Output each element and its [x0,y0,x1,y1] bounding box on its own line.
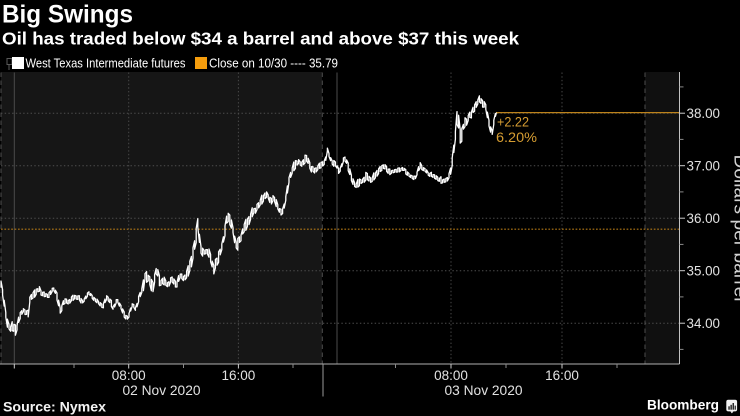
svg-text:08:00: 08:00 [434,368,468,383]
svg-text:+2.22: +2.22 [497,115,529,130]
svg-text:6.20%: 6.20% [496,130,537,145]
svg-text:Close on 10/30 ---- 35.79: Close on 10/30 ---- 35.79 [209,57,338,71]
svg-text:37.00: 37.00 [687,159,721,174]
svg-text:08:00: 08:00 [112,368,146,383]
svg-text:36.00: 36.00 [687,211,721,226]
svg-text:02 Nov 2020: 02 Nov 2020 [123,383,201,398]
svg-text:16:00: 16:00 [545,368,579,383]
svg-text:03 Nov 2020: 03 Nov 2020 [445,383,523,398]
svg-text:Dollars per barrel: Dollars per barrel [731,155,740,302]
svg-text:16:00: 16:00 [222,368,256,383]
svg-text:Bloomberg: Bloomberg [647,398,719,413]
svg-text:35.00: 35.00 [687,264,721,279]
svg-text:West Texas Intermediate future: West Texas Intermediate futures [26,57,186,71]
svg-text:34.00: 34.00 [687,316,721,331]
svg-text:38.00: 38.00 [687,106,721,121]
svg-text:Oil has traded below $34 a bar: Oil has traded below $34 a barrel and ab… [2,29,519,49]
svg-text:Big Swings: Big Swings [2,1,133,29]
svg-text:Source: Nymex: Source: Nymex [3,400,107,415]
